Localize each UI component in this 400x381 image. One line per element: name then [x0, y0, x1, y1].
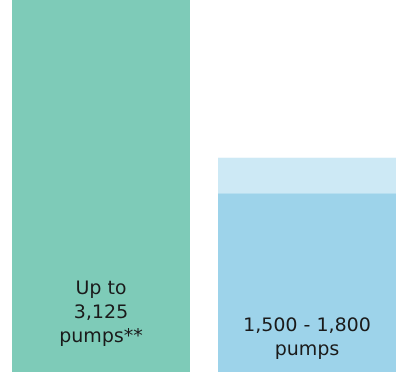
bar-label-1-line-2: 3,125 — [74, 301, 128, 323]
bar-label-2: 1,500 - 1,800 pumps — [243, 314, 371, 360]
bar-label-1: Up to 3,125 pumps** — [59, 277, 143, 347]
bar-label-2-line-1: 1,500 - 1,800 — [243, 314, 371, 336]
bars-group — [12, 0, 396, 372]
bar-label-1-line-3: pumps** — [59, 325, 143, 347]
bar-label-1-line-1: Up to — [75, 277, 126, 299]
bar-1-segment-1 — [12, 0, 190, 372]
bar-label-2-line-2: pumps — [275, 338, 340, 360]
labels-group: Up to 3,125 pumps** 1,500 - 1,800 pumps — [59, 277, 371, 360]
bar-2-segment-1 — [218, 193, 396, 372]
bar-2-segment-2 — [218, 157, 396, 194]
